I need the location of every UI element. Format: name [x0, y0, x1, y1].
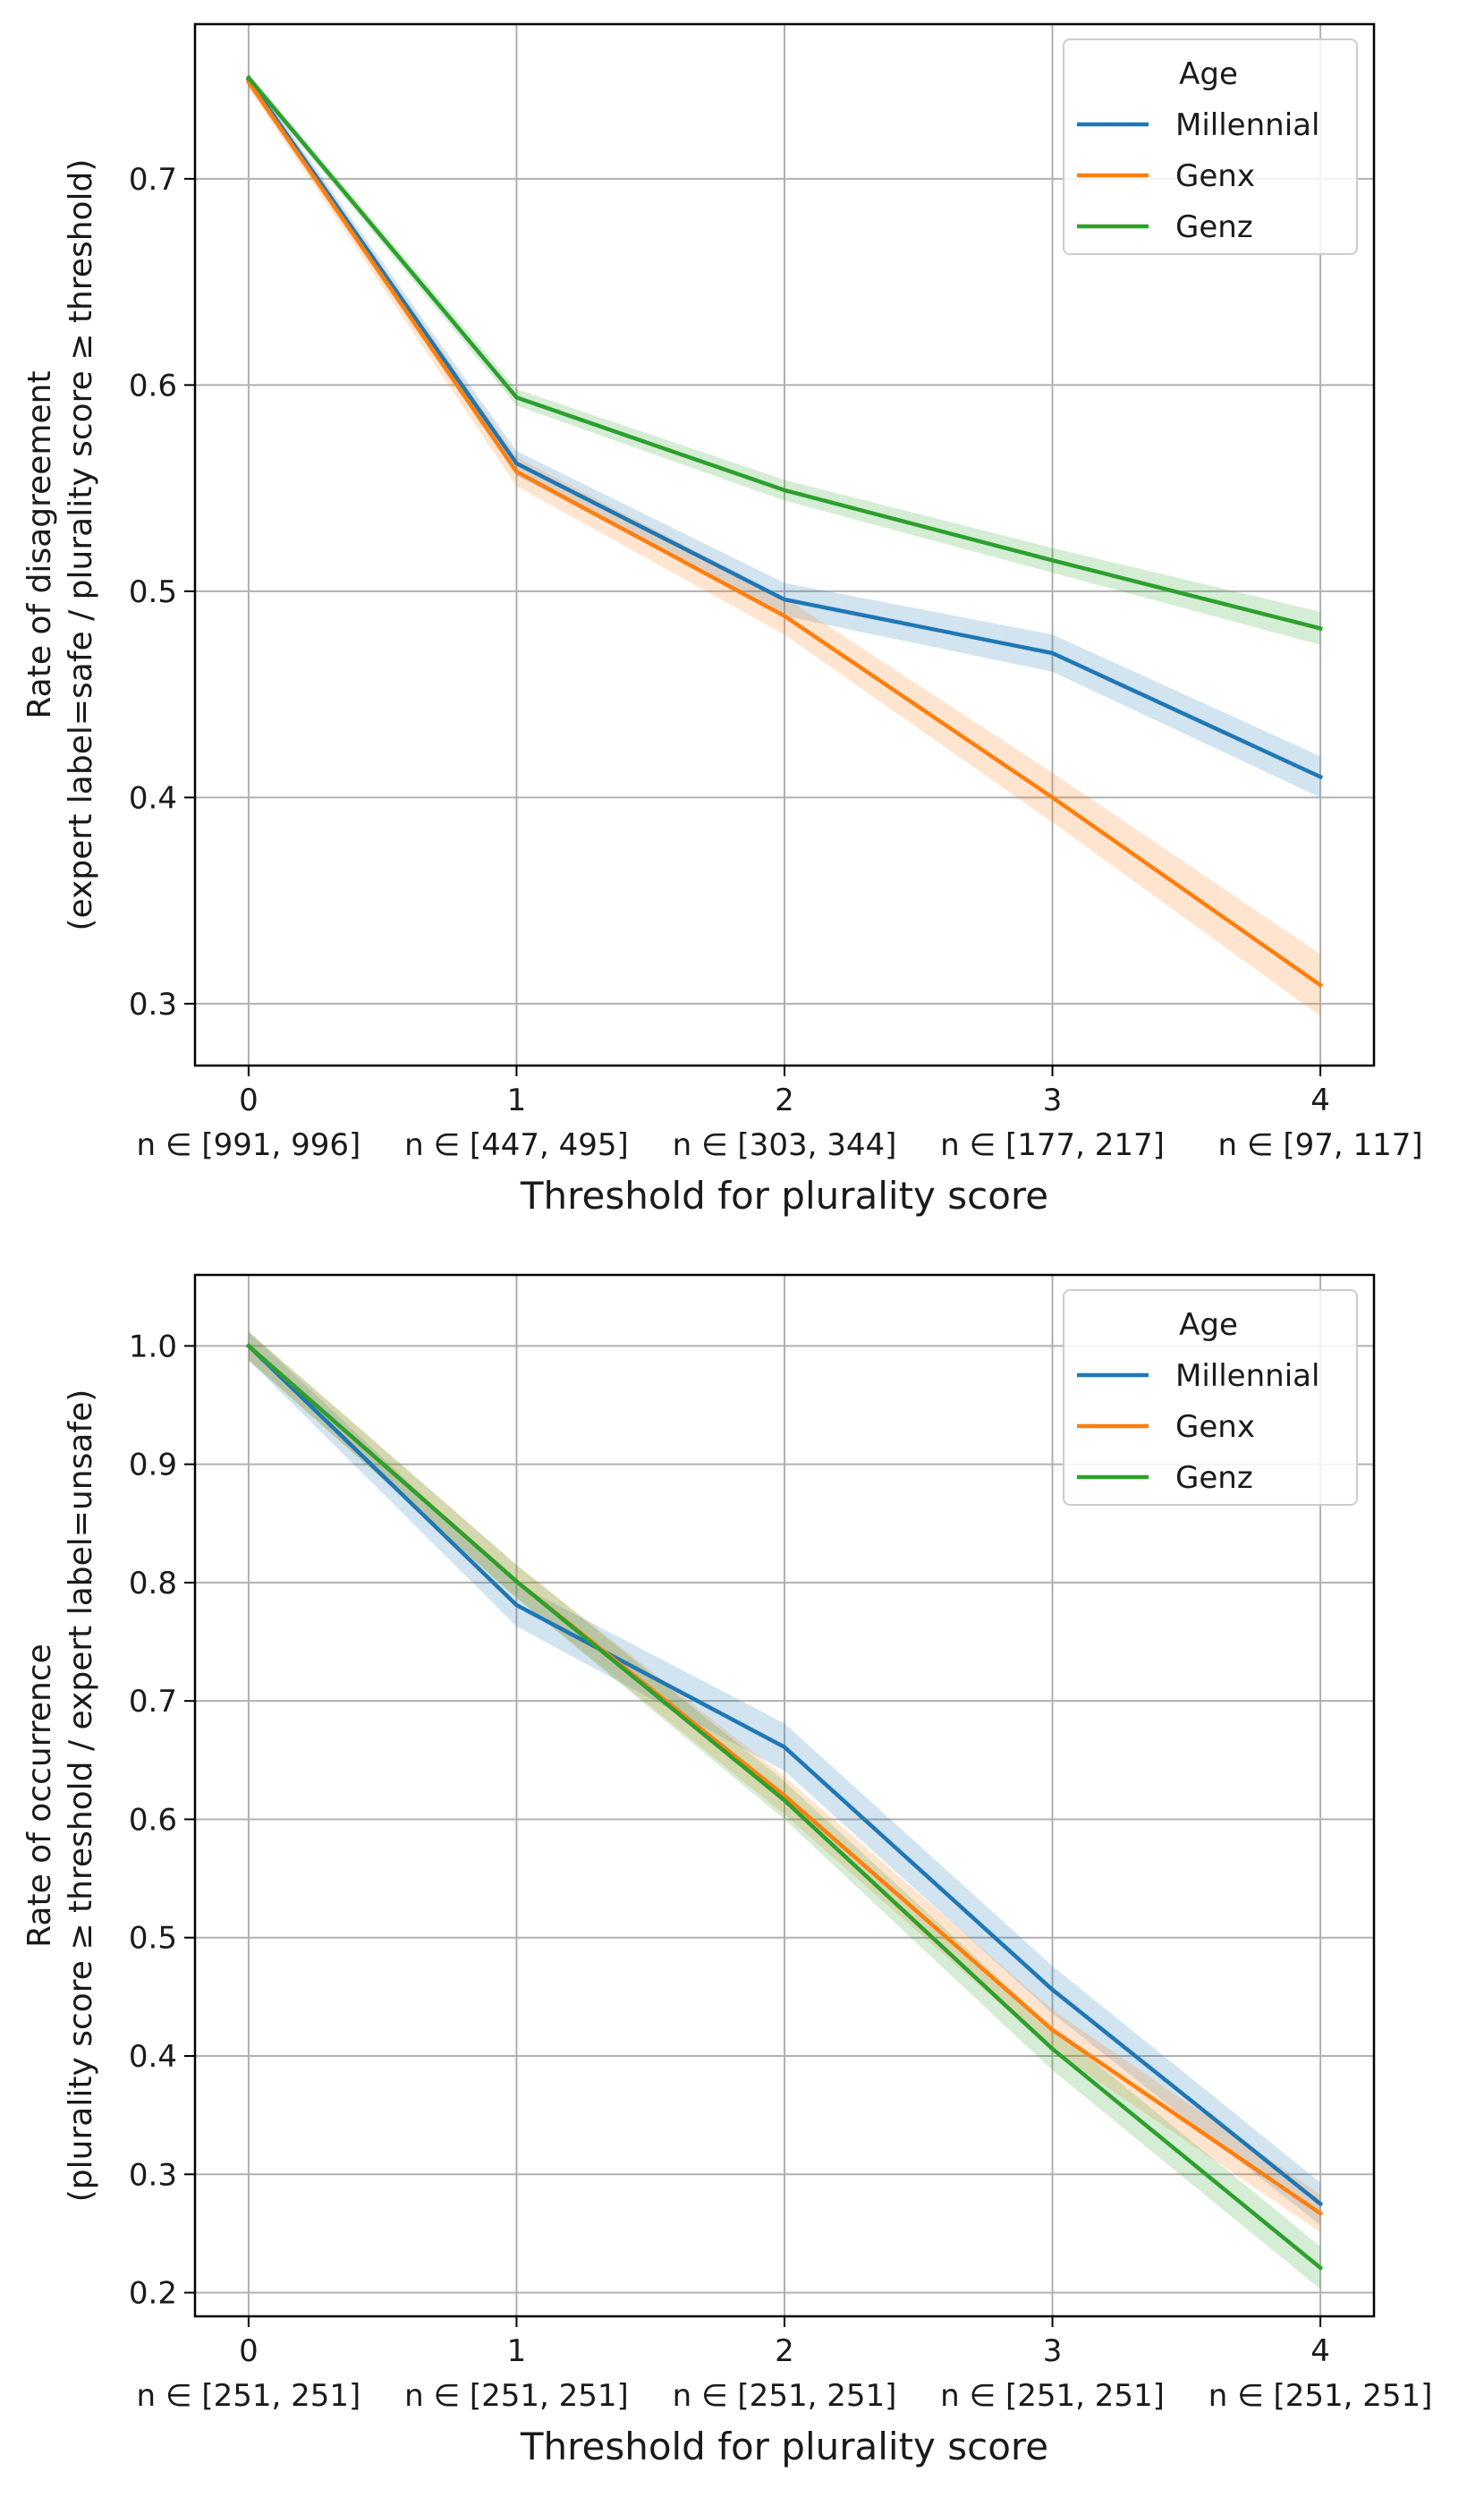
- band-genz: [248, 73, 1321, 645]
- data-point-genz: [246, 75, 251, 81]
- y-axis-label: Rate of disagreement: [21, 370, 58, 718]
- y-tick-label: 0.3: [129, 987, 177, 1023]
- legend-label-millennial: Millennial: [1175, 1358, 1319, 1394]
- x-tick-label: 1: [507, 1083, 527, 1118]
- y-axis-label-detail: (expert label=safe / plurality score ≥ t…: [63, 159, 99, 931]
- data-point-genx: [1318, 2211, 1323, 2216]
- data-point-genz: [1318, 626, 1323, 631]
- x-n-label: n ∈ [991, 996]: [137, 1127, 361, 1163]
- x-tick-label: 4: [1310, 2333, 1330, 2369]
- data-point-genz: [782, 1798, 787, 1803]
- data-point-genx: [1050, 2027, 1055, 2033]
- y-tick-label: 0.9: [129, 1448, 177, 1483]
- y-tick-label: 0.7: [129, 1684, 177, 1720]
- legend-label-genx: Genx: [1175, 158, 1255, 194]
- band-genx: [248, 1331, 1321, 2233]
- y-tick-label: 0.2: [129, 2276, 177, 2312]
- confidence-bands: [248, 73, 1321, 1016]
- band-millennial: [248, 1331, 1321, 2226]
- legend: Age Millennial Genx Genz: [1063, 1289, 1358, 1506]
- y-tick-label: 0.5: [129, 574, 177, 610]
- legend-box: [1063, 38, 1358, 255]
- x-tick-label: 0: [239, 1083, 259, 1118]
- legend-label-genz: Genz: [1175, 209, 1253, 245]
- data-point-millennial: [1318, 775, 1323, 779]
- data-point-genz: [782, 488, 787, 493]
- y-tick-label: 0.6: [129, 368, 177, 404]
- x-axis-label: Threshold for plurality score: [520, 2425, 1048, 2468]
- data-point-millennial: [1050, 1987, 1055, 1992]
- x-tick-label: 2: [775, 2333, 794, 2369]
- band-millennial: [248, 73, 1321, 798]
- data-point-millennial: [782, 597, 787, 602]
- y-axis-label: Rate of occurrence: [21, 1644, 58, 1948]
- x-tick-label: 2: [775, 1083, 794, 1118]
- legend-title: Age: [1179, 1307, 1238, 1343]
- legend-label-millennial: Millennial: [1175, 107, 1319, 143]
- data-point-genz: [514, 1579, 519, 1584]
- data-point-genz: [1050, 2046, 1055, 2052]
- chart-disagreement: 0 n ∈ [991, 996] 1 n ∈ [447, 495] 2 n ∈ [303,…: [21, 22, 1423, 1218]
- legend: Age Millennial Genx Genz: [1063, 38, 1358, 255]
- x-tick-label: 3: [1043, 2333, 1063, 2369]
- x-tick-label: 3: [1043, 1083, 1063, 1118]
- y-tick-label: 0.7: [129, 162, 177, 198]
- y-tick-label: 0.3: [129, 2157, 177, 2193]
- y-tick-label: 0.6: [129, 1802, 177, 1838]
- data-point-millennial: [514, 461, 519, 466]
- data-point-millennial: [1050, 650, 1055, 656]
- y-tick-label: 0.5: [129, 1921, 177, 1957]
- x-n-label: n ∈ [251, 251]: [940, 2378, 1165, 2414]
- x-n-label: n ∈ [251, 251]: [404, 2378, 629, 2414]
- data-point-genx: [782, 1793, 787, 1798]
- x-n-label: n ∈ [447, 495]: [404, 1127, 629, 1163]
- data-point-genz: [1050, 558, 1055, 563]
- y-tick-label: 0.8: [129, 1566, 177, 1601]
- legend-box: [1063, 1289, 1358, 1506]
- x-n-label: n ∈ [251, 251]: [673, 2378, 897, 2414]
- data-point-genz: [246, 1344, 251, 1348]
- y-tick-label: 0.4: [129, 780, 177, 816]
- x-n-label: n ∈ [251, 251]: [137, 2378, 361, 2414]
- band-genx: [248, 75, 1321, 1016]
- legend-label-genx: Genx: [1175, 1409, 1255, 1445]
- x-tick-label: 1: [507, 2333, 527, 2369]
- data-point-millennial: [782, 1745, 787, 1749]
- data-point-millennial: [1318, 2202, 1323, 2206]
- data-point-genx: [1318, 982, 1323, 988]
- y-tick-label: 1.0: [129, 1329, 177, 1364]
- x-tick-label: 0: [239, 2333, 259, 2369]
- data-point-genx: [1050, 795, 1055, 800]
- data-point-millennial: [514, 1602, 519, 1608]
- x-n-label: n ∈ [303, 344]: [673, 1127, 897, 1163]
- legend-label-genz: Genz: [1175, 1460, 1253, 1496]
- data-point-genx: [782, 614, 787, 618]
- data-point-genx: [514, 469, 519, 474]
- data-point-genz: [514, 395, 519, 400]
- y-axis-label-detail: (plurality score ≥ threshold / expert la…: [63, 1389, 99, 2203]
- legend-title: Age: [1179, 56, 1238, 92]
- x-n-label: n ∈ [177, 217]: [940, 1127, 1165, 1163]
- data-point-genz: [1318, 2265, 1323, 2270]
- x-n-label: n ∈ [251, 251]: [1208, 2378, 1433, 2414]
- x-axis-label: Threshold for plurality score: [520, 1174, 1048, 1218]
- chart-occurrence: 0 n ∈ [251, 251] 1 n ∈ [251, 251] 2 n ∈ [251,…: [21, 1273, 1433, 2468]
- x-tick-label: 4: [1310, 1083, 1330, 1118]
- y-tick-label: 0.4: [129, 2039, 177, 2075]
- x-n-label: n ∈ [97, 117]: [1218, 1127, 1423, 1163]
